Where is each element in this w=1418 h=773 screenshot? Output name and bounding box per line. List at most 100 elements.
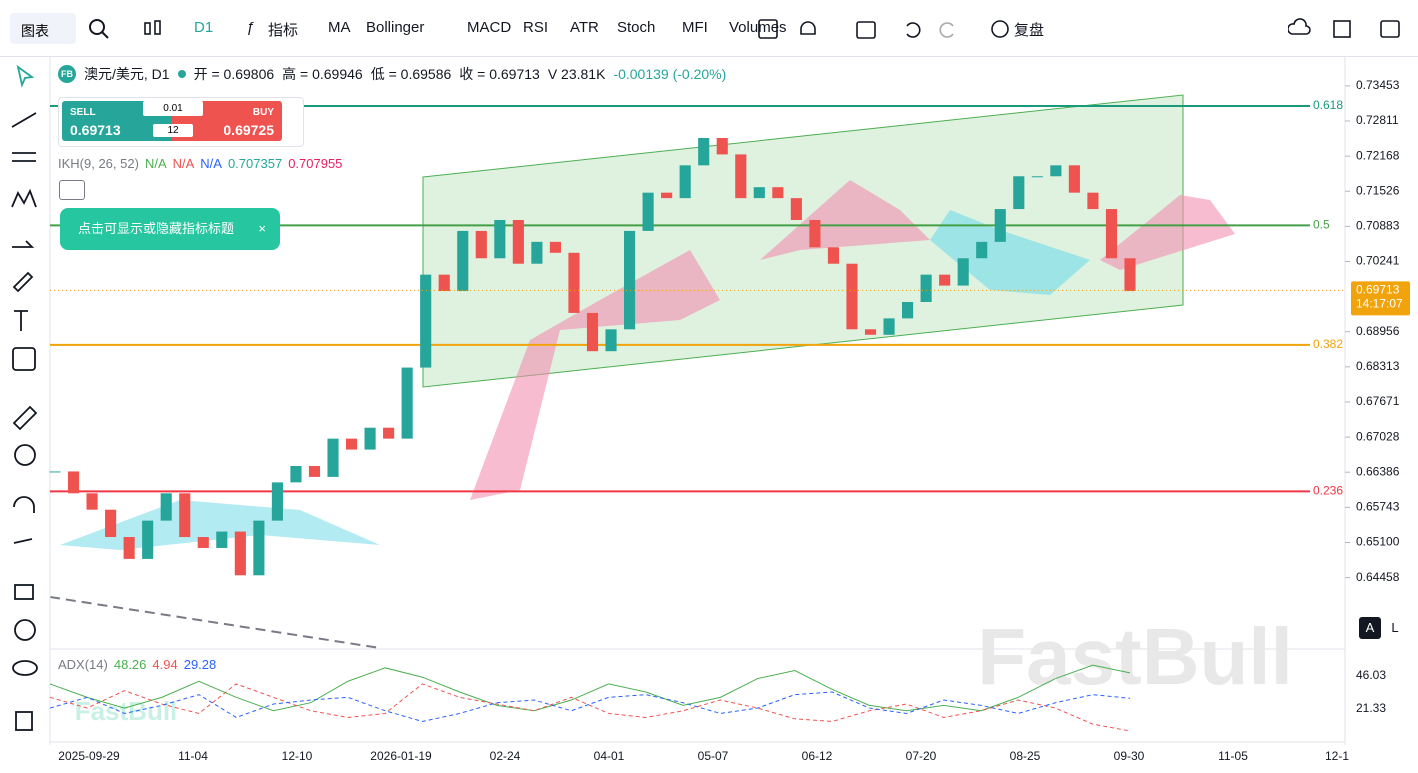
x-tick-label: 2026-01-19 (370, 749, 432, 763)
candle (179, 493, 191, 538)
candle (698, 137, 710, 166)
indicator-shortcut[interactable]: Volumes (729, 19, 787, 36)
tooltip-text: 点击可显示或隐藏指标标题 (78, 221, 235, 236)
candle (790, 198, 802, 220)
candle (1031, 176, 1043, 178)
ichimoku-cloud (760, 180, 930, 260)
ikh-name: IKH(9, 26, 52) (58, 156, 139, 171)
close: 收 = 0.69713 (459, 66, 540, 82)
indicator-shortcut[interactable]: Stoch (617, 19, 656, 36)
ichimoku-cloud (1100, 195, 1235, 270)
candle (234, 531, 246, 576)
candle (327, 438, 339, 477)
auto-scale-button[interactable]: A (1359, 617, 1381, 639)
candle (420, 274, 432, 368)
candle (67, 471, 80, 494)
y-tick-label: 0.70883 (1356, 219, 1400, 233)
collapse-button[interactable] (59, 180, 85, 200)
x-tick-label: 05-07 (698, 749, 729, 763)
low: 低 = 0.69586 (370, 66, 452, 82)
spread: 12 (153, 124, 193, 137)
change: -0.00139 (-0.20%) (613, 66, 727, 82)
symbol-badge: FB (58, 65, 76, 83)
top-toolbar: 图表 D1 ƒ 指标 MA Bollinger MACD RSI ATR Stoch MFI… (0, 0, 1418, 57)
lot-input[interactable]: 0.01 (143, 101, 203, 116)
candle (1105, 209, 1118, 259)
search-icon[interactable] (88, 18, 110, 40)
candle (383, 427, 395, 439)
candle (160, 493, 172, 521)
indicators-button[interactable]: 指标 (268, 22, 299, 39)
tooltip[interactable]: 点击可显示或隐藏指标标题 × (60, 208, 280, 250)
candle (920, 274, 932, 302)
replay-button[interactable]: 复盘 (1014, 22, 1045, 39)
plus-di-value: 4.94 (152, 657, 178, 672)
y-tick-label: 0.72811 (1356, 113, 1399, 127)
y-tick-label: 0.70241 (1356, 254, 1400, 268)
candle-type-icon[interactable] (142, 18, 164, 40)
watermark: FastBull (977, 612, 1293, 701)
candle (772, 187, 784, 199)
chart-menu-button[interactable]: 图表 (10, 13, 76, 44)
indicator-shortcut[interactable]: Bollinger (366, 19, 425, 36)
indicator-shortcut[interactable]: ATR (570, 19, 599, 36)
candle (864, 329, 877, 335)
ikh-value: 0.707955 (288, 156, 343, 171)
candle (642, 192, 654, 231)
adx-name: ADX(14) (58, 657, 108, 672)
candle (123, 537, 135, 559)
candle (271, 482, 283, 521)
x-tick-label: 12-10 (282, 749, 313, 763)
last-price-tag (1351, 281, 1410, 316)
ikh-value: N/A (200, 156, 222, 171)
ichimoku-cloud (930, 210, 1090, 295)
candle (1087, 192, 1099, 210)
ichimoku-cloud (470, 250, 720, 500)
trade-widget: SELL 0.69713 BUY 0.69725 0.01 12 (58, 97, 304, 147)
candle (1013, 176, 1025, 210)
interval[interactable]: D1 (194, 19, 214, 36)
indicator-legend[interactable]: IKH(9, 26, 52) N/A N/A N/A 0.707357 0.707955 (58, 156, 342, 171)
adx-tick-label: 21.33 (1356, 701, 1386, 715)
buy-label: BUY (252, 107, 274, 118)
candle (105, 509, 117, 538)
x-tick-label: 09-30 (1114, 749, 1145, 763)
candle (568, 252, 580, 313)
candle (549, 241, 561, 253)
symbol-name: 澳元/美元, D1 (84, 66, 170, 82)
y-tick-label: 0.65100 (1356, 535, 1400, 549)
candle (976, 241, 988, 259)
x-tick-label: 11-04 (178, 749, 208, 763)
candle (624, 230, 636, 330)
x-tick-label: 12-1 (1325, 749, 1349, 763)
candle (846, 263, 858, 330)
log-scale-button[interactable]: L (1391, 620, 1399, 635)
candle (512, 219, 524, 264)
x-tick-label: 11-05 (1218, 749, 1248, 763)
ikh-value: N/A (144, 156, 167, 171)
indicator-shortcut[interactable]: MACD (467, 19, 512, 36)
x-tick-label: 2025-09-29 (58, 749, 120, 763)
candle (809, 219, 821, 248)
x-tick-label: 02-24 (490, 749, 521, 763)
minus-di-value: 29.28 (183, 657, 217, 672)
candle (86, 493, 98, 510)
x-tick-label: 06-12 (802, 749, 833, 763)
fib-level-label: 0.618 (1313, 98, 1343, 112)
indicator-shortcut[interactable]: MFI (682, 19, 708, 36)
candle (216, 531, 228, 548)
candle (364, 427, 376, 450)
ikh-value: N/A (172, 156, 195, 171)
indicator-shortcut[interactable]: MA (328, 19, 351, 36)
candle (679, 165, 691, 199)
indicator-shortcut[interactable]: RSI (523, 19, 549, 36)
adx-tick-label: 46.03 (1356, 668, 1386, 682)
right-icons (1288, 18, 1400, 38)
candle (1050, 165, 1062, 177)
adx-line (49, 691, 1131, 723)
adx-line (49, 664, 1131, 712)
candle (345, 438, 358, 450)
adx-value: 48.26 (113, 657, 147, 672)
open: 开 = 0.69806 (193, 66, 275, 82)
